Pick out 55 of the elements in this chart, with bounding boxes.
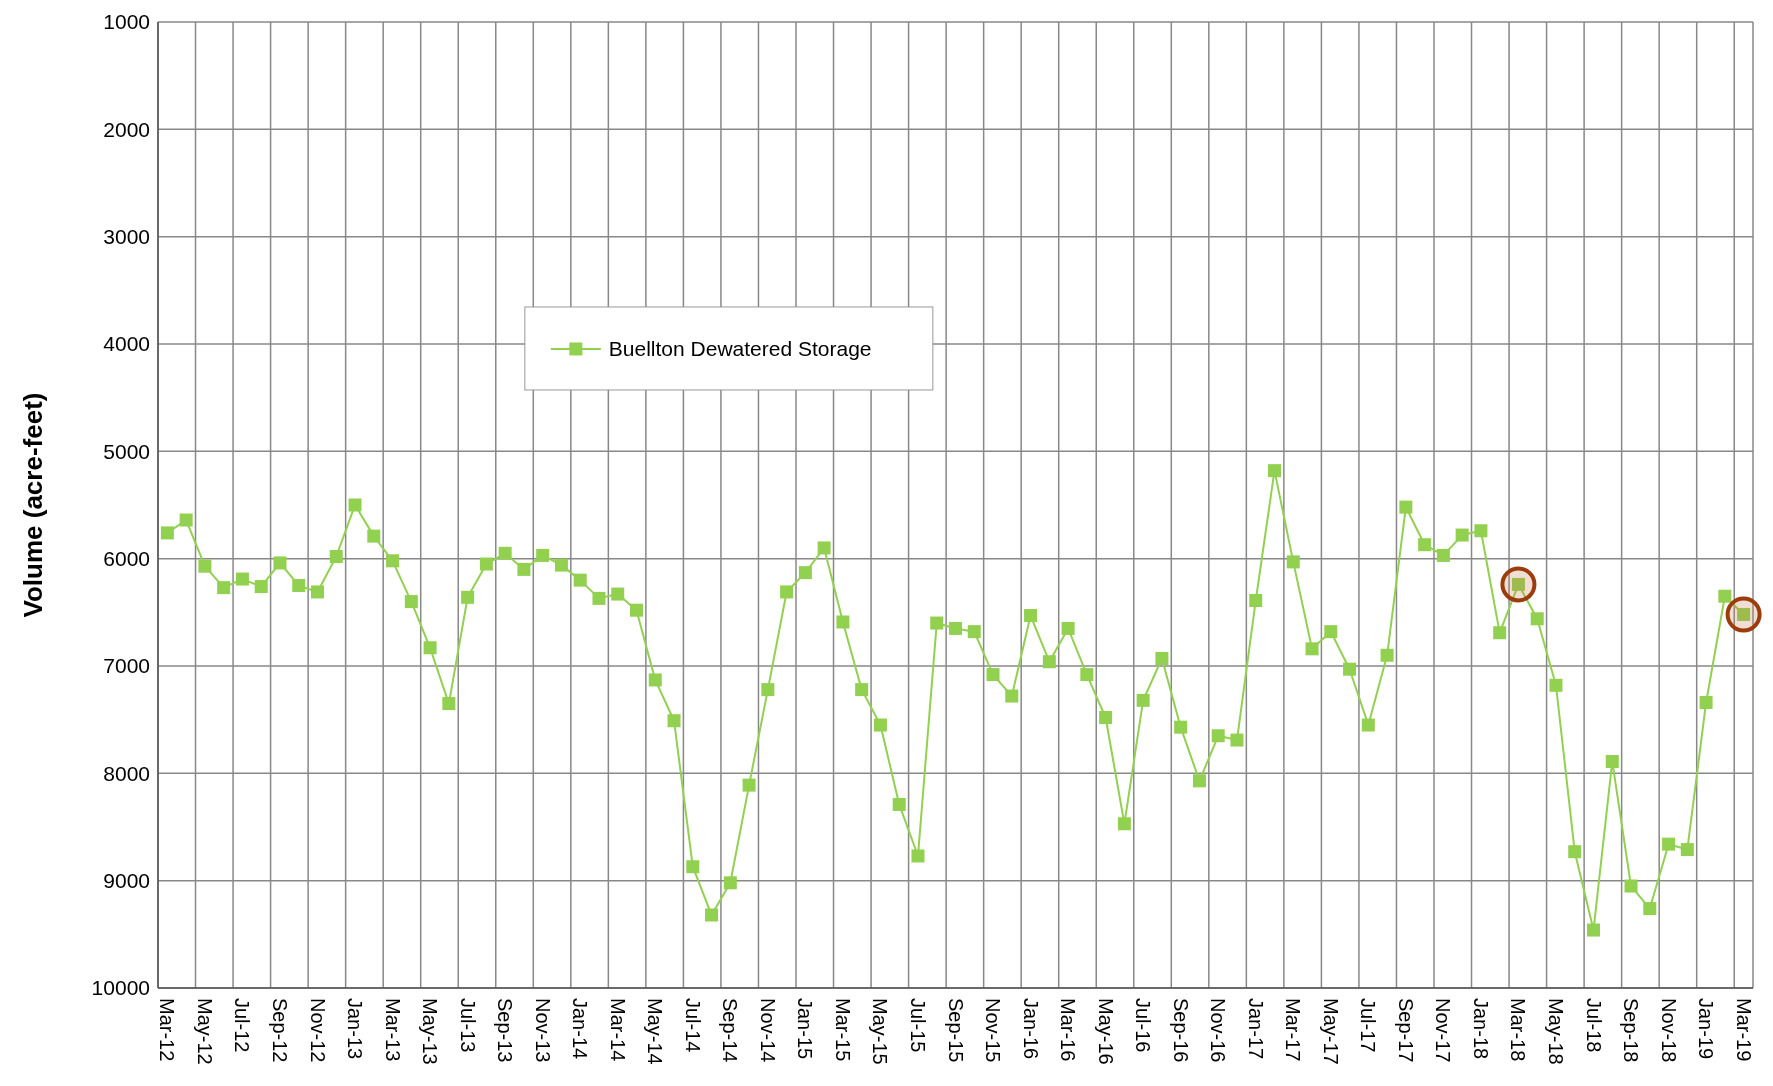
x-tick-label: Mar-12 [156, 998, 179, 1062]
y-tick-label: 10000 [91, 976, 150, 1000]
x-tick-label: Nov-15 [982, 998, 1005, 1063]
x-tick-label: Sep-13 [494, 998, 517, 1063]
x-tick-label: Jan-19 [1695, 998, 1718, 1060]
x-tick-label: May-18 [1544, 998, 1567, 1065]
y-tick-label: 5000 [103, 439, 150, 463]
y-tick-label: 3000 [103, 225, 150, 249]
x-tick-label: Mar-19 [1732, 998, 1755, 1062]
y-tick-label: 6000 [103, 547, 150, 571]
x-tick-label: Mar-13 [381, 998, 404, 1062]
x-tick-label: May-13 [419, 998, 442, 1065]
x-tick-label: Sep-17 [1394, 998, 1417, 1063]
x-tick-label: Sep-18 [1620, 998, 1643, 1063]
x-tick-label: Mar-14 [606, 998, 629, 1062]
y-tick-label: 2000 [103, 117, 150, 141]
x-tick-label: Sep-14 [719, 998, 742, 1063]
y-tick-label: 9000 [103, 869, 150, 893]
x-tick-label: Jul-14 [681, 998, 704, 1053]
x-tick-label: Nov-13 [531, 998, 554, 1063]
y-axis-title: Volume (acre-feet) [18, 392, 48, 618]
x-tick-label: Jul-12 [231, 998, 254, 1053]
x-tick-label: Jan-13 [344, 998, 367, 1060]
x-tick-label: Sep-16 [1169, 998, 1192, 1063]
x-tick-label: May-15 [869, 998, 892, 1065]
x-tick-label: May-17 [1319, 998, 1342, 1065]
x-tick-label: Jan-18 [1469, 998, 1492, 1060]
x-tick-label: Nov-12 [306, 998, 329, 1063]
x-tick-label: May-12 [193, 998, 216, 1065]
x-tick-label: Mar-16 [1057, 998, 1080, 1062]
x-tick-label: Nov-16 [1207, 998, 1230, 1063]
x-tick-label: May-14 [644, 998, 667, 1065]
y-tick-label: 1000 [103, 10, 150, 34]
legend-label: Buellton Dewatered Storage [608, 337, 872, 361]
y-tick-label: 4000 [103, 332, 150, 356]
x-tick-label: Jan-15 [794, 998, 817, 1060]
x-tick-label: Mar-15 [831, 998, 854, 1062]
x-tick-label: Nov-18 [1657, 998, 1680, 1063]
x-tick-label: Jul-13 [456, 998, 479, 1053]
y-tick-label: 7000 [103, 654, 150, 678]
x-tick-label: Nov-14 [756, 998, 779, 1063]
x-tick-label: Jul-16 [1132, 998, 1155, 1053]
x-tick-label: May-16 [1094, 998, 1117, 1065]
x-tick-label: Jan-14 [569, 998, 592, 1060]
x-tick-label: Mar-18 [1507, 998, 1530, 1062]
x-tick-label: Jul-17 [1357, 998, 1380, 1053]
x-tick-label: Jul-15 [906, 998, 929, 1053]
x-tick-label: Jan-16 [1019, 998, 1042, 1060]
y-tick-label: 8000 [103, 761, 150, 785]
x-tick-label: Sep-15 [944, 998, 967, 1063]
x-tick-label: Sep-12 [268, 998, 291, 1063]
x-tick-label: Jul-18 [1582, 998, 1605, 1053]
x-tick-label: Mar-17 [1282, 998, 1305, 1062]
x-tick-label: Jan-17 [1244, 998, 1267, 1060]
x-tick-label: Nov-17 [1432, 998, 1455, 1063]
